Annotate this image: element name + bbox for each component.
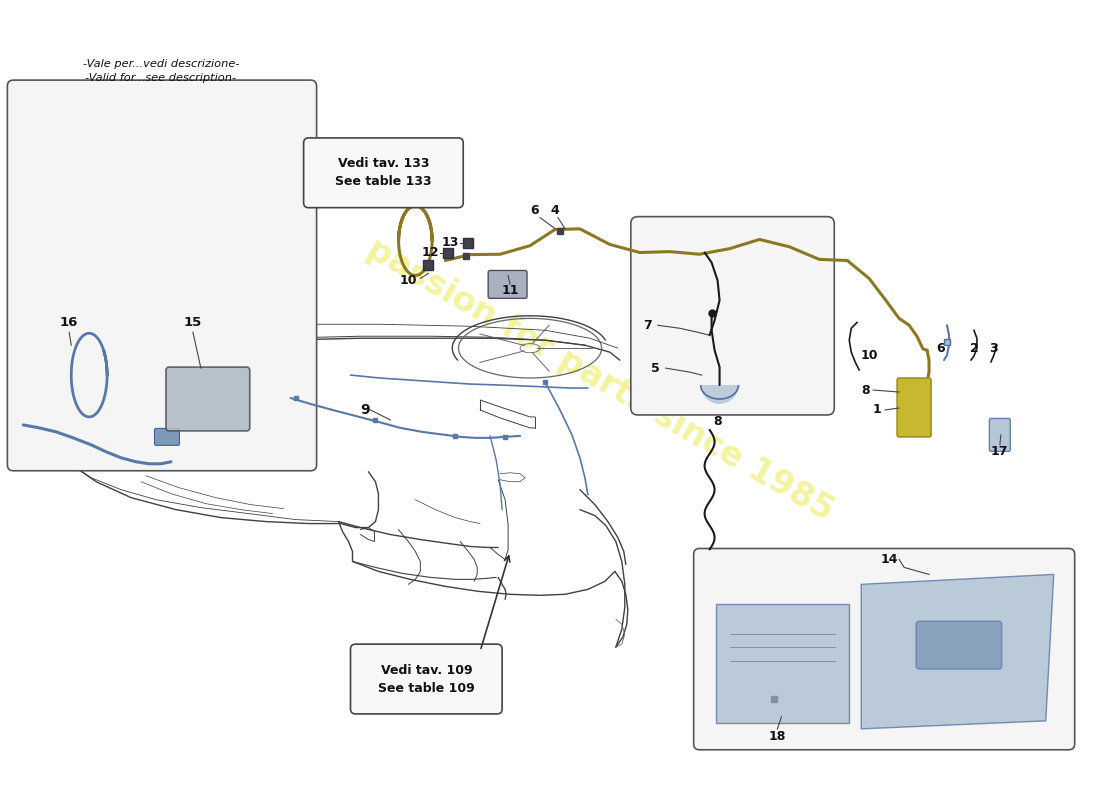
Text: 6: 6	[937, 342, 945, 354]
FancyBboxPatch shape	[304, 138, 463, 208]
Text: 16: 16	[60, 316, 78, 329]
Text: passion for parts since 1985: passion for parts since 1985	[361, 233, 839, 528]
FancyBboxPatch shape	[694, 549, 1075, 750]
Text: Vedi tav. 133
See table 133: Vedi tav. 133 See table 133	[336, 158, 431, 188]
Text: 14: 14	[880, 553, 898, 566]
Text: 15: 15	[184, 316, 202, 329]
Text: 18: 18	[769, 730, 786, 743]
Text: 7: 7	[644, 318, 652, 332]
Text: 1: 1	[872, 403, 881, 417]
Polygon shape	[861, 574, 1054, 729]
Text: 5: 5	[651, 362, 660, 374]
Text: 3: 3	[990, 342, 998, 354]
Text: Vedi tav. 109
See table 109: Vedi tav. 109 See table 109	[378, 663, 475, 694]
FancyBboxPatch shape	[154, 429, 179, 446]
FancyBboxPatch shape	[488, 270, 527, 298]
FancyBboxPatch shape	[8, 80, 317, 470]
Text: 4: 4	[551, 204, 560, 217]
Text: 17: 17	[990, 446, 1008, 458]
FancyBboxPatch shape	[351, 644, 502, 714]
Text: 12: 12	[421, 246, 439, 259]
Text: 2: 2	[969, 342, 978, 354]
Text: 6: 6	[530, 204, 539, 217]
Text: 13: 13	[441, 236, 459, 249]
FancyBboxPatch shape	[989, 418, 1010, 451]
Text: 11: 11	[502, 284, 519, 297]
Text: 10: 10	[860, 349, 878, 362]
Text: 8: 8	[861, 383, 869, 397]
FancyBboxPatch shape	[630, 217, 834, 415]
Text: -Vale per...vedi descrizione-
-Valid for...see description-: -Vale per...vedi descrizione- -Valid for…	[82, 59, 239, 83]
FancyBboxPatch shape	[916, 622, 1002, 669]
Text: 9: 9	[361, 403, 371, 417]
FancyBboxPatch shape	[166, 367, 250, 431]
Text: 8: 8	[713, 415, 722, 429]
FancyBboxPatch shape	[716, 604, 849, 723]
Text: 10: 10	[399, 274, 417, 287]
Wedge shape	[701, 385, 738, 404]
FancyBboxPatch shape	[898, 378, 931, 437]
